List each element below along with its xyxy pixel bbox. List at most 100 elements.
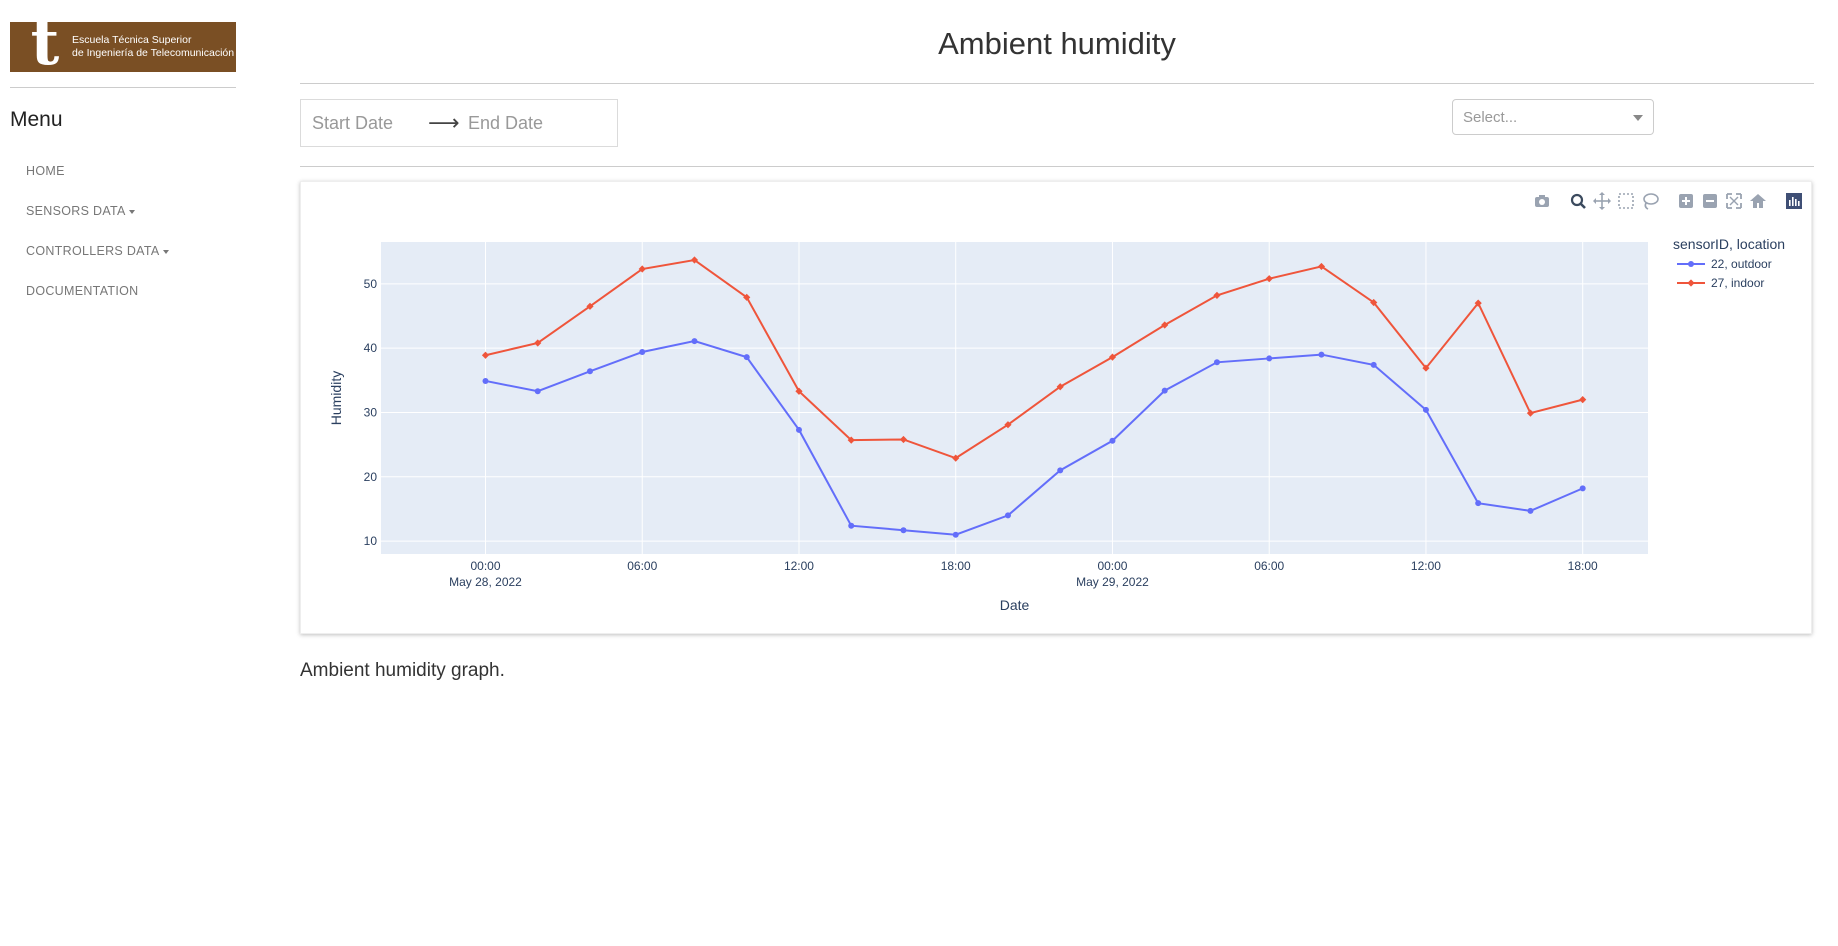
x-tick-label: 18:00 — [1568, 559, 1598, 573]
data-point-indoor[interactable] — [847, 436, 855, 444]
zoom-out-icon[interactable] — [1699, 190, 1721, 212]
data-point-indoor[interactable] — [1213, 291, 1221, 299]
data-point-indoor[interactable] — [1161, 321, 1169, 329]
data-point-outdoor[interactable] — [586, 368, 593, 375]
data-point-outdoor[interactable] — [1422, 406, 1429, 413]
chevron-down-icon[interactable] — [1633, 115, 1643, 121]
data-point-outdoor[interactable] — [1161, 387, 1168, 394]
data-point-indoor[interactable] — [1265, 275, 1273, 283]
data-point-outdoor[interactable] — [482, 377, 489, 384]
y-tick-label: 10 — [364, 534, 378, 548]
caret-down-icon — [162, 249, 169, 254]
data-point-outdoor[interactable] — [691, 338, 698, 345]
data-point-outdoor[interactable] — [1475, 500, 1482, 507]
data-point-indoor[interactable] — [952, 454, 960, 462]
x-tick-label: 18:00 — [941, 559, 971, 573]
sidebar-item-sensors-data[interactable]: SENSORS DATA — [26, 204, 135, 218]
reset-axes-icon[interactable] — [1747, 190, 1769, 212]
zoom-icon[interactable] — [1567, 190, 1589, 212]
modebar — [1529, 190, 1805, 212]
y-axis-title: Humidity — [328, 371, 344, 425]
sidebar-item-controllers-data[interactable]: CONTROLLERS DATA — [26, 244, 169, 258]
title-divider — [300, 83, 1814, 84]
data-point-outdoor[interactable] — [1370, 361, 1377, 368]
x-tick-label: 00:00 — [470, 559, 500, 573]
y-tick-label: 20 — [364, 470, 378, 484]
data-point-outdoor[interactable] — [1057, 467, 1064, 474]
data-point-indoor[interactable] — [1474, 299, 1482, 307]
data-point-indoor[interactable] — [1108, 353, 1117, 361]
data-point-indoor[interactable] — [1422, 364, 1430, 372]
data-point-indoor[interactable] — [1370, 298, 1378, 307]
data-point-indoor[interactable] — [1004, 421, 1012, 429]
legend-entry-label[interactable]: 27, indoor — [1711, 276, 1764, 290]
series-line-1[interactable] — [485, 258, 1583, 460]
data-point-outdoor[interactable] — [1527, 507, 1534, 514]
data-point-outdoor[interactable] — [1213, 359, 1220, 366]
pan-icon[interactable] — [1591, 190, 1613, 212]
data-point-outdoor[interactable] — [534, 388, 541, 395]
page-title: Ambient humidity — [938, 26, 1176, 61]
sidebar-item-home[interactable]: HOME — [26, 164, 65, 178]
box-select-icon[interactable] — [1615, 190, 1637, 212]
y-tick-label: 40 — [364, 341, 378, 355]
x-axis-title: Date — [1000, 597, 1030, 613]
humidity-chart[interactable]: 10 20 30 40 50 00:00 May 28, 2022 06:00 12:00 18:… — [301, 182, 1811, 633]
y-tick-label: 30 — [364, 405, 378, 419]
legend-title: sensorID, location — [1673, 236, 1785, 252]
x-tick-label: 00:00 — [1097, 559, 1127, 573]
sidebar-item-label: CONTROLLERS DATA — [26, 244, 160, 258]
data-point-indoor[interactable] — [899, 435, 908, 444]
data-point-indoor[interactable] — [743, 293, 751, 301]
start-date-input[interactable]: Start Date — [312, 112, 394, 133]
sidebar-item-label: DOCUMENTATION — [26, 284, 139, 298]
logo-line-2: de Ingeniería de Telecomunicación — [72, 47, 235, 59]
data-point-outdoor[interactable] — [900, 527, 907, 534]
logo-text: Escuela Técnica Superior de Ingeniería d… — [72, 34, 234, 60]
plotly-logo-icon[interactable] — [1783, 190, 1805, 212]
data-point-indoor[interactable] — [795, 387, 803, 395]
data-point-indoor[interactable] — [690, 256, 699, 264]
data-point-outdoor[interactable] — [795, 426, 802, 433]
date-range-picker[interactable]: Start Date ⟶ End Date — [300, 99, 618, 147]
data-point-outdoor[interactable] — [1579, 485, 1586, 492]
logo-letter: t — [30, 6, 60, 79]
sensor-select[interactable]: Select... — [1452, 99, 1654, 135]
legend-marker — [1688, 261, 1694, 267]
sidebar-item-label: HOME — [26, 164, 65, 178]
arrow-right-icon: ⟶ — [428, 110, 460, 135]
x-tick-label: 06:00 — [627, 559, 657, 573]
zoom-in-icon[interactable] — [1675, 190, 1697, 212]
lasso-select-icon[interactable] — [1639, 190, 1661, 212]
school-logo[interactable]: t Escuela Técnica Superior de Ingeniería… — [10, 12, 236, 74]
camera-icon[interactable] — [1531, 190, 1553, 212]
data-point-indoor[interactable] — [638, 265, 646, 273]
end-date-input[interactable]: End Date — [468, 112, 544, 133]
data-point-outdoor[interactable] — [1318, 351, 1325, 358]
data-point-outdoor[interactable] — [848, 522, 855, 529]
x-tick-label: 12:00 — [1411, 559, 1441, 573]
series-line-0[interactable] — [485, 340, 1584, 536]
logo-line-1: Escuela Técnica Superior — [72, 34, 192, 46]
caret-down-icon — [128, 209, 135, 214]
legend-marker — [1687, 279, 1695, 287]
data-point-indoor[interactable] — [586, 302, 594, 310]
x-tick-label: 12:00 — [784, 559, 814, 573]
legend-entry-label[interactable]: 22, outdoor — [1711, 257, 1772, 271]
menu-title: Menu — [10, 108, 63, 131]
x-tick-date-label: May 29, 2022 — [1076, 575, 1149, 589]
select-placeholder: Select... — [1463, 108, 1518, 126]
autoscale-icon[interactable] — [1723, 190, 1745, 212]
data-point-outdoor[interactable] — [743, 354, 750, 361]
x-tick-date-label: May 28, 2022 — [449, 575, 522, 589]
sidebar-item-documentation[interactable]: DOCUMENTATION — [26, 284, 138, 298]
graph-card: 10 20 30 40 50 00:00 May 28, 2022 06:00 12:00 18:… — [300, 181, 1812, 634]
data-point-outdoor[interactable] — [1004, 512, 1011, 519]
data-point-outdoor[interactable] — [1266, 355, 1273, 362]
sidebar: t Escuela Técnica Superior de Ingeniería… — [0, 0, 252, 946]
data-point-outdoor[interactable] — [639, 349, 646, 356]
data-point-outdoor[interactable] — [1109, 437, 1116, 444]
data-point-indoor[interactable] — [1056, 383, 1064, 391]
data-point-outdoor[interactable] — [952, 531, 959, 538]
plot-background — [381, 242, 1648, 554]
